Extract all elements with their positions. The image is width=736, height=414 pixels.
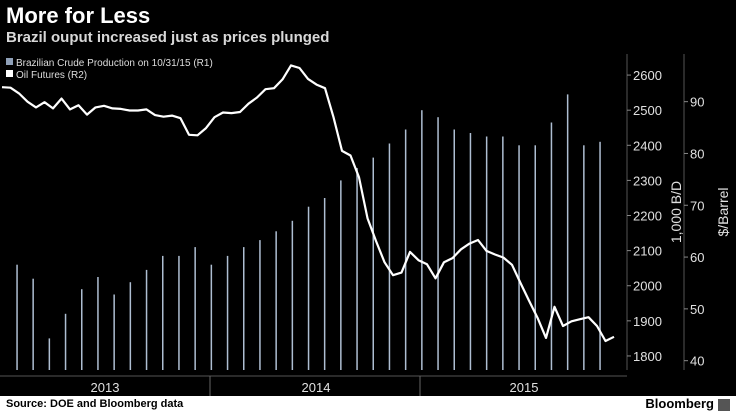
y2-tick-label: 70 [690, 198, 704, 213]
bar-production [48, 338, 51, 370]
legend-label: Brazilian Crude Production on 10/31/15 (… [16, 58, 213, 69]
bar-production [518, 145, 520, 370]
brand-name: Bloomberg [645, 396, 714, 411]
bar-production [599, 141, 601, 370]
footer-bar: Source: DOE and Bloomberg data Bloomberg [0, 396, 736, 414]
bar-production [243, 247, 245, 370]
bar-production [307, 206, 310, 370]
brand-logo-icon [718, 399, 730, 411]
bar-production [388, 143, 391, 370]
y2-tick-label: 50 [690, 302, 704, 317]
bar-production [583, 145, 585, 370]
bar-production [291, 220, 294, 370]
chart-title: More for Less [6, 3, 151, 28]
bar-production [534, 145, 536, 370]
bar-production [145, 269, 148, 370]
bar-production [323, 198, 326, 370]
y1-tick-label: 2200 [633, 209, 662, 224]
bar-production [437, 117, 439, 370]
bar-production [210, 264, 213, 370]
y2-tick-label: 80 [690, 146, 704, 161]
y2-tick-label: 60 [690, 250, 704, 265]
bar-production [32, 278, 34, 370]
bar-production [550, 122, 553, 370]
bar-production [81, 289, 83, 370]
y1-axis-title: 1,000 B/D [668, 181, 684, 243]
legend-swatch [6, 70, 13, 77]
legend-label: Oil Futures (R2) [16, 70, 87, 81]
source-note: Source: DOE and Bloomberg data [6, 398, 184, 410]
bar-production [404, 129, 407, 370]
bar-production [226, 255, 229, 370]
bar-production [372, 157, 374, 370]
bar-production [502, 136, 504, 370]
bar-production [113, 294, 115, 370]
y1-tick-label: 2500 [633, 103, 662, 118]
bar-production [340, 180, 342, 370]
bar-production [129, 282, 132, 370]
x-tick-label: 2014 [302, 380, 331, 395]
y2-axis-title: $/Barrel [715, 187, 731, 236]
x-tick-label: 2013 [91, 380, 120, 395]
y2-tick-label: 90 [690, 95, 704, 110]
y1-tick-label: 2600 [633, 68, 662, 83]
bar-production [275, 231, 277, 370]
bar-production [259, 240, 261, 370]
x-tick-label: 2015 [510, 380, 539, 395]
legend-swatch [6, 58, 13, 65]
bar-production [356, 168, 358, 370]
y1-tick-label: 1900 [633, 314, 662, 329]
chart-subtitle: Brazil ouput increased just as prices pl… [6, 29, 330, 46]
bar-production [421, 110, 423, 370]
bar-production [162, 255, 164, 370]
y1-tick-label: 1800 [633, 349, 662, 364]
y2-tick-label: 40 [690, 354, 704, 369]
y1-tick-label: 2000 [633, 279, 662, 294]
bar-production [64, 313, 67, 370]
bar-production [178, 255, 180, 370]
bar-production [485, 136, 488, 370]
bar-production [453, 129, 455, 370]
bar-production [194, 247, 196, 370]
bar-production [97, 277, 99, 370]
y1-tick-label: 2400 [633, 138, 662, 153]
chart: 1800 1900 2000 2100 2200 2300 2400 2500 2600 40 50… [0, 54, 731, 396]
y1-tick-label: 2300 [633, 173, 662, 188]
bar-production [566, 94, 569, 371]
bar-production [16, 264, 18, 370]
bar-production [469, 133, 472, 370]
oil-futures-line [1, 64, 615, 343]
y1-tick-label: 2100 [633, 244, 662, 259]
